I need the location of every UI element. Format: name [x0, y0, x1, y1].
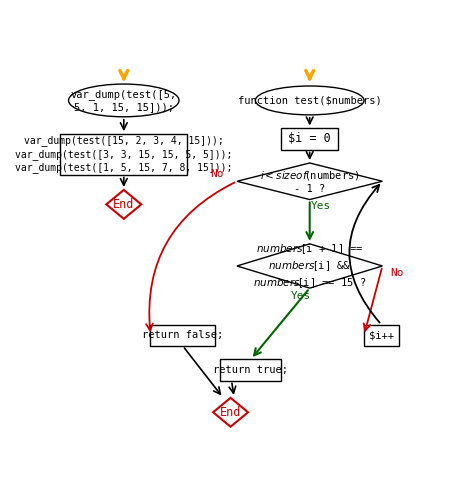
- Bar: [151, 324, 215, 346]
- Text: $i = 0: $i = 0: [288, 132, 331, 145]
- Text: End: End: [220, 406, 241, 419]
- Text: $i < sizeof($numbers)
- 1 ?: $i < sizeof($numbers) - 1 ?: [260, 168, 360, 194]
- Text: $i++: $i++: [369, 330, 394, 340]
- Text: No: No: [390, 268, 404, 278]
- Polygon shape: [237, 244, 382, 288]
- Text: No: No: [210, 170, 224, 179]
- Bar: [220, 360, 281, 380]
- Text: var_dump(test([5,
5, 1, 15, 15]));: var_dump(test([5, 5, 1, 15, 15]));: [71, 89, 177, 112]
- Bar: [364, 324, 399, 346]
- Text: $numbers[$i + 1] ==
$numbers[$i] &&
$numbers[$i] == 15 ?: $numbers[$i + 1] == $numbers[$i] && $num…: [253, 242, 366, 290]
- Polygon shape: [237, 163, 382, 200]
- Bar: [281, 128, 338, 150]
- Ellipse shape: [68, 84, 179, 117]
- Text: Yes: Yes: [311, 201, 331, 211]
- Text: return false;: return false;: [142, 330, 223, 340]
- Text: var_dump(test([15, 2, 3, 4, 15]));
var_dump(test([3, 3, 15, 15, 5, 5]));
var_dum: var_dump(test([15, 2, 3, 4, 15])); var_d…: [15, 136, 232, 173]
- Ellipse shape: [256, 86, 364, 115]
- Polygon shape: [213, 398, 248, 426]
- Polygon shape: [106, 190, 141, 219]
- Text: return true;: return true;: [213, 365, 288, 375]
- Text: End: End: [113, 198, 134, 211]
- Bar: [60, 134, 187, 174]
- Text: function test($numbers): function test($numbers): [238, 96, 381, 106]
- Text: Yes: Yes: [290, 291, 311, 301]
